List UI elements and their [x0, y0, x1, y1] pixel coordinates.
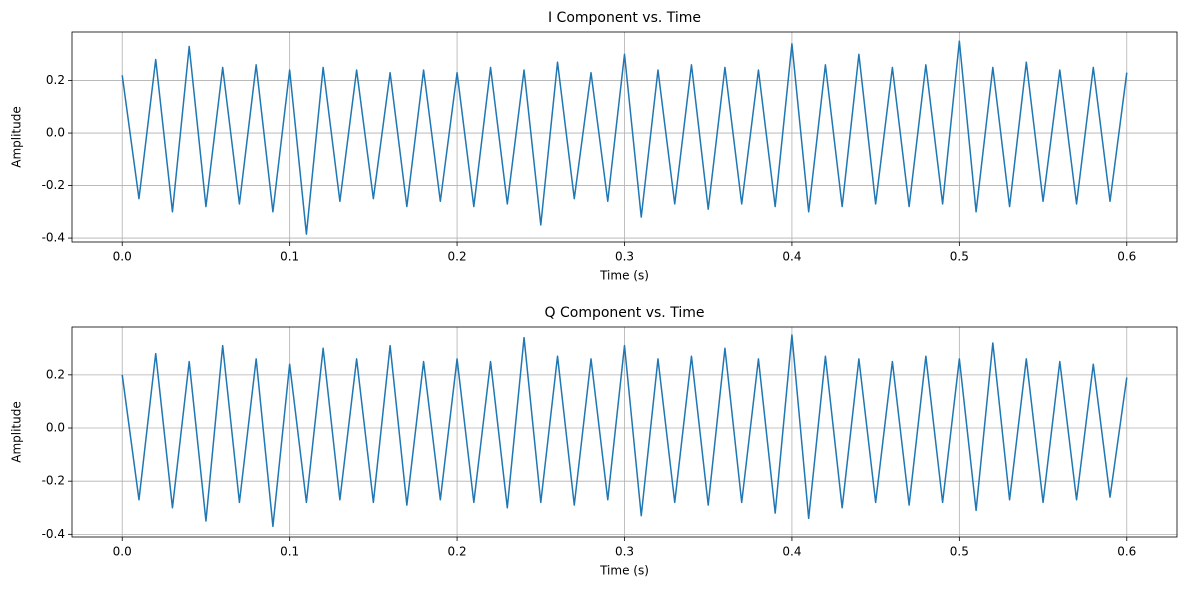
x-tick-label: 0.1	[280, 545, 299, 559]
y-tick-label: 0.0	[46, 126, 65, 140]
y-tick-label: -0.2	[42, 178, 65, 192]
x-tick-label: 0.3	[615, 250, 634, 264]
y-axis-label: Amplitude	[10, 106, 24, 168]
y-tick-label: -0.4	[42, 527, 65, 541]
x-tick-label: 0.4	[782, 250, 801, 264]
y-tick-label: 0.0	[46, 421, 65, 435]
signal-line	[121, 40, 1128, 235]
chart-title: I Component vs. Time	[548, 10, 701, 26]
signal-line	[121, 334, 1128, 528]
x-tick-label: 0.0	[113, 545, 132, 559]
x-tick-label: 0.0	[113, 250, 132, 264]
y-tick-label: 0.2	[46, 367, 65, 381]
chart-title: Q Component vs. Time	[545, 305, 705, 321]
y-tick-label: -0.2	[42, 474, 65, 488]
axes-frame	[71, 326, 1178, 538]
x-tick-label: 0.4	[782, 545, 801, 559]
x-tick-label: 0.5	[950, 545, 969, 559]
x-tick-label: 0.3	[615, 545, 634, 559]
x-tick-label: 0.6	[1117, 250, 1136, 264]
x-tick-label: 0.1	[280, 250, 299, 264]
x-tick-label: 0.2	[448, 545, 467, 559]
axes-frame	[71, 31, 1178, 243]
x-tick-label: 0.5	[950, 250, 969, 264]
x-tick-label: 0.2	[448, 250, 467, 264]
x-axis-label: Time (s)	[599, 564, 649, 578]
x-tick-label: 0.6	[1117, 545, 1136, 559]
y-tick-label: -0.4	[42, 231, 65, 245]
x-axis-label: Time (s)	[599, 269, 649, 283]
y-tick-label: 0.2	[46, 73, 65, 87]
y-axis-label: Amplitude	[10, 401, 24, 463]
